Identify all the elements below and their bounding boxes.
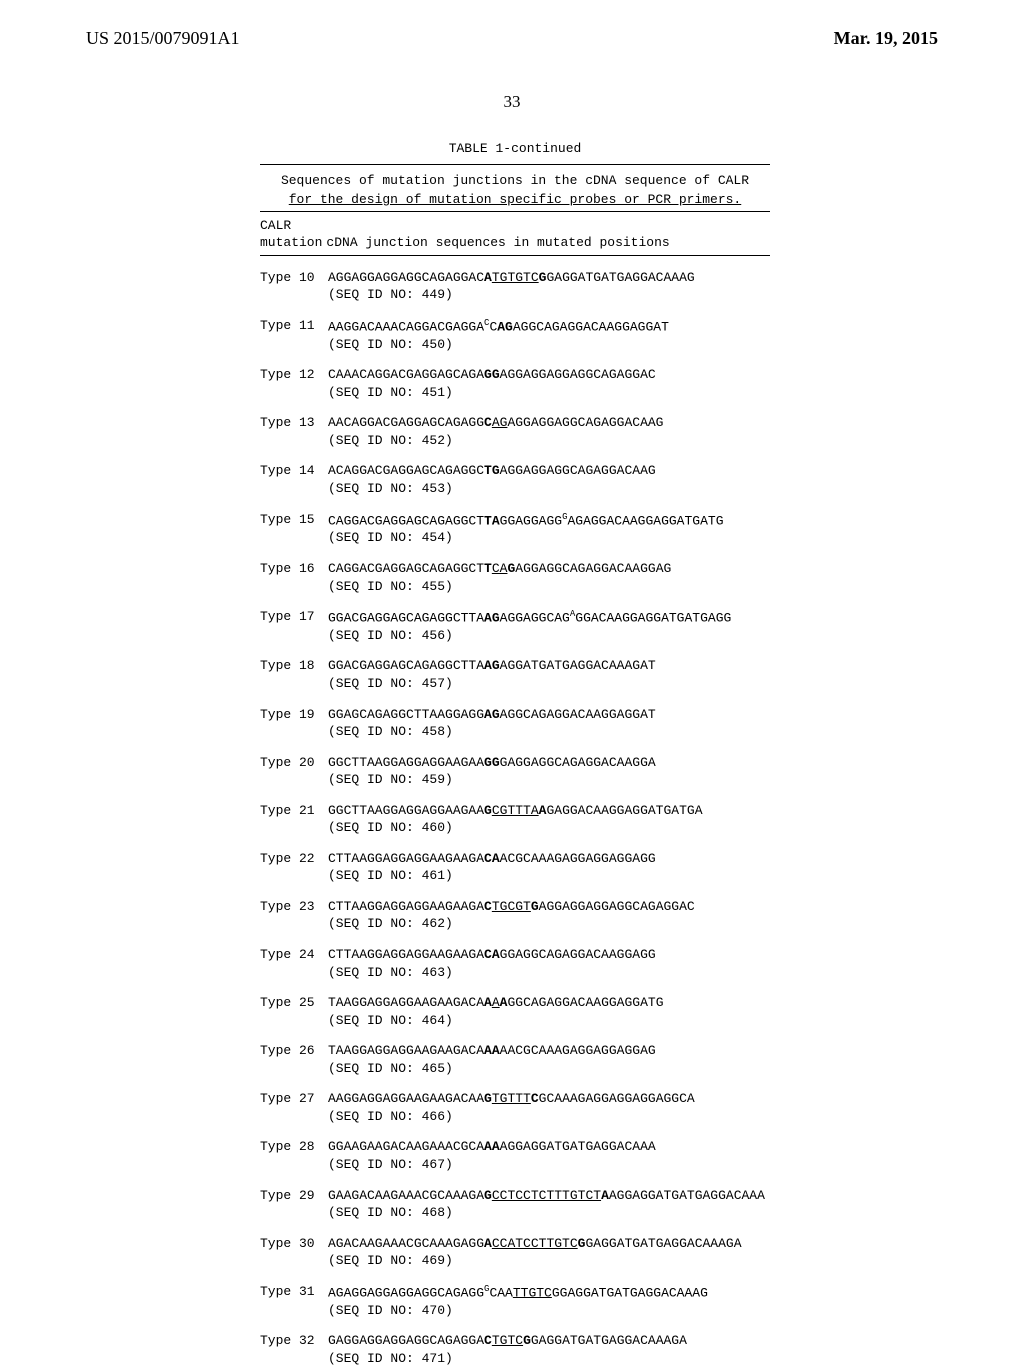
page: US 2015/0079091A1 Mar. 19, 2015 33 TABLE… [0, 0, 1024, 1320]
sequence-cell: CAGGACGAGGAGCAGAGGCTTAGGAGGAGGGAGAGGACAA… [328, 511, 770, 547]
type-label: Type 29 [260, 1187, 328, 1222]
table-row: Type 12CAAACAGGACGAGGAGCAGAGGAGGAGGAGGAG… [260, 366, 770, 401]
table-row: Type 23CTTAAGGAGGAGGAAGAAGACTGCGTGAGGAGG… [260, 898, 770, 933]
sequence-cell: AGAGGAGGAGGAGGCAGAGGGCAATTGTCGGAGGATGATG… [328, 1283, 770, 1319]
type-label: Type 18 [260, 657, 328, 692]
sequence-cell: GGAGCAGAGGCTTAAGGAGGAGAGGCAGAGGACAAGGAGG… [328, 706, 770, 741]
type-label: Type 31 [260, 1283, 328, 1319]
table-subtitle-2: for the design of mutation specific prob… [260, 191, 770, 211]
table-row: Type 22CTTAAGGAGGAGGAAGAAGACAACGCAAAGAGG… [260, 850, 770, 885]
table-row: Type 17GGACGAGGAGCAGAGGCTTAAGAGGAGGCAGAG… [260, 608, 770, 644]
sequence-cell: CAAACAGGACGAGGAGCAGAGGAGGAGGAGGAGGCAGAGG… [328, 366, 770, 401]
type-label: Type 30 [260, 1235, 328, 1270]
page-number: 33 [0, 92, 1024, 112]
table-row: Type 25TAAGGAGGAGGAAGAAGACAAAAGGCAGAGGAC… [260, 994, 770, 1029]
type-label: Type 22 [260, 850, 328, 885]
sequence-cell: CTTAAGGAGGAGGAAGAAGACAGGAGGCAGAGGACAAGGA… [328, 946, 770, 981]
sequence-cell: GAGGAGGAGGAGGCAGAGGACTGTCGGAGGATGATGAGGA… [328, 1332, 770, 1367]
table-row: Type 27AAGGAGGAGGAAGAAGACAAGTGTTTCGCAAAG… [260, 1090, 770, 1125]
sequence-cell: GGCTTAAGGAGGAGGAAGAAGCGTTTAAGAGGACAAGGAG… [328, 802, 770, 837]
type-label: Type 21 [260, 802, 328, 837]
sequence-cell: TAAGGAGGAGGAAGAAGACAAAAACGCAAAGAGGAGGAGG… [328, 1042, 770, 1077]
type-label: Type 16 [260, 560, 328, 595]
rule-bottom [260, 255, 770, 256]
table-subtitle-1: Sequences of mutation junctions in the c… [260, 168, 770, 192]
table-body: Type 10AGGAGGAGGAGGCAGAGGACATGTGTCGGAGGA… [260, 269, 770, 1367]
type-label: Type 24 [260, 946, 328, 981]
table-row: Type 13AACAGGACGAGGAGCAGAGGCAGAGGAGGAGGC… [260, 414, 770, 449]
sequence-cell: CTTAAGGAGGAGGAAGAAGACAACGCAAAGAGGAGGAGGA… [328, 850, 770, 885]
table-row: Type 16CAGGACGAGGAGCAGAGGCTTCAGAGGAGGCAG… [260, 560, 770, 595]
type-label: Type 13 [260, 414, 328, 449]
table-row: Type 30AGACAAGAAACGCAAAGAGGACCATCCTTGTCG… [260, 1235, 770, 1270]
sequence-cell: ACAGGACGAGGAGCAGAGGCTGAGGAGGAGGCAGAGGACA… [328, 462, 770, 497]
publication-number: US 2015/0079091A1 [86, 28, 240, 49]
sequence-cell: GGACGAGGAGCAGAGGCTTAAGAGGAGGCAGAGGACAAGG… [328, 608, 770, 644]
type-label: Type 27 [260, 1090, 328, 1125]
table-row: Type 32GAGGAGGAGGAGGCAGAGGACTGTCGGAGGATG… [260, 1332, 770, 1367]
col-head-2: cDNA junction sequences in mutated posit… [322, 229, 669, 255]
sequence-cell: GGAAGAAGACAAGAAACGCAAAAGGAGGATGATGAGGACA… [328, 1138, 770, 1173]
sequence-cell: GAAGACAAGAAACGCAAAGAGCCTCCTCTTTGTCTAAGGA… [328, 1187, 770, 1222]
type-label: Type 25 [260, 994, 328, 1029]
type-label: Type 26 [260, 1042, 328, 1077]
table-row: Type 18GGACGAGGAGCAGAGGCTTAAGAGGATGATGAG… [260, 657, 770, 692]
type-label: Type 20 [260, 754, 328, 789]
table-region: TABLE 1-continued Sequences of mutation … [260, 140, 770, 1367]
sequence-cell: AAGGACAAACAGGACGAGGACCAGAGGCAGAGGACAAGGA… [328, 317, 770, 353]
type-label: Type 10 [260, 269, 328, 304]
type-label: Type 12 [260, 366, 328, 401]
sequence-cell: GGCTTAAGGAGGAGGAAGAAGGGAGGAGGCAGAGGACAAG… [328, 754, 770, 789]
type-label: Type 19 [260, 706, 328, 741]
sequence-cell: CAGGACGAGGAGCAGAGGCTTCAGAGGAGGCAGAGGACAA… [328, 560, 770, 595]
type-label: Type 17 [260, 608, 328, 644]
table-row: Type 14ACAGGACGAGGAGCAGAGGCTGAGGAGGAGGCA… [260, 462, 770, 497]
rule-top [260, 164, 770, 165]
table-row: Type 21GGCTTAAGGAGGAGGAAGAAGCGTTTAAGAGGA… [260, 802, 770, 837]
sequence-cell: AGGAGGAGGAGGCAGAGGACATGTGTCGGAGGATGATGAG… [328, 269, 770, 304]
type-label: Type 23 [260, 898, 328, 933]
sequence-cell: AGACAAGAAACGCAAAGAGGACCATCCTTGTCGGAGGATG… [328, 1235, 770, 1270]
sequence-cell: GGACGAGGAGCAGAGGCTTAAGAGGATGATGAGGACAAAG… [328, 657, 770, 692]
type-label: Type 28 [260, 1138, 328, 1173]
publication-date: Mar. 19, 2015 [834, 28, 938, 49]
table-row: Type 26TAAGGAGGAGGAAGAAGACAAAAACGCAAAGAG… [260, 1042, 770, 1077]
sequence-cell: TAAGGAGGAGGAAGAAGACAAAAGGCAGAGGACAAGGAGG… [328, 994, 770, 1029]
type-label: Type 32 [260, 1332, 328, 1367]
type-label: Type 11 [260, 317, 328, 353]
table-row: Type 29GAAGACAAGAAACGCAAAGAGCCTCCTCTTTGT… [260, 1187, 770, 1222]
table-row: Type 28GGAAGAAGACAAGAAACGCAAAAGGAGGATGAT… [260, 1138, 770, 1173]
table-row: Type 19GGAGCAGAGGCTTAAGGAGGAGAGGCAGAGGAC… [260, 706, 770, 741]
col-head-1: CALRmutation [260, 212, 322, 255]
type-label: Type 15 [260, 511, 328, 547]
table-row: Type 24CTTAAGGAGGAGGAAGAAGACAGGAGGCAGAGG… [260, 946, 770, 981]
sequence-cell: CTTAAGGAGGAGGAAGAAGACTGCGTGAGGAGGAGGAGGC… [328, 898, 770, 933]
table-row: Type 31AGAGGAGGAGGAGGCAGAGGGCAATTGTCGGAG… [260, 1283, 770, 1319]
table-row: Type 10AGGAGGAGGAGGCAGAGGACATGTGTCGGAGGA… [260, 269, 770, 304]
table-row: Type 11AAGGACAAACAGGACGAGGACCAGAGGCAGAGG… [260, 317, 770, 353]
sequence-cell: AACAGGACGAGGAGCAGAGGCAGAGGAGGAGGCAGAGGAC… [328, 414, 770, 449]
type-label: Type 14 [260, 462, 328, 497]
table-row: Type 15CAGGACGAGGAGCAGAGGCTTAGGAGGAGGGAG… [260, 511, 770, 547]
column-headers: CALRmutationcDNA junction sequences in m… [260, 212, 770, 255]
sequence-cell: AAGGAGGAGGAAGAAGACAAGTGTTTCGCAAAGAGGAGGA… [328, 1090, 770, 1125]
table-row: Type 20GGCTTAAGGAGGAGGAAGAAGGGAGGAGGCAGA… [260, 754, 770, 789]
table-title: TABLE 1-continued [260, 140, 770, 158]
